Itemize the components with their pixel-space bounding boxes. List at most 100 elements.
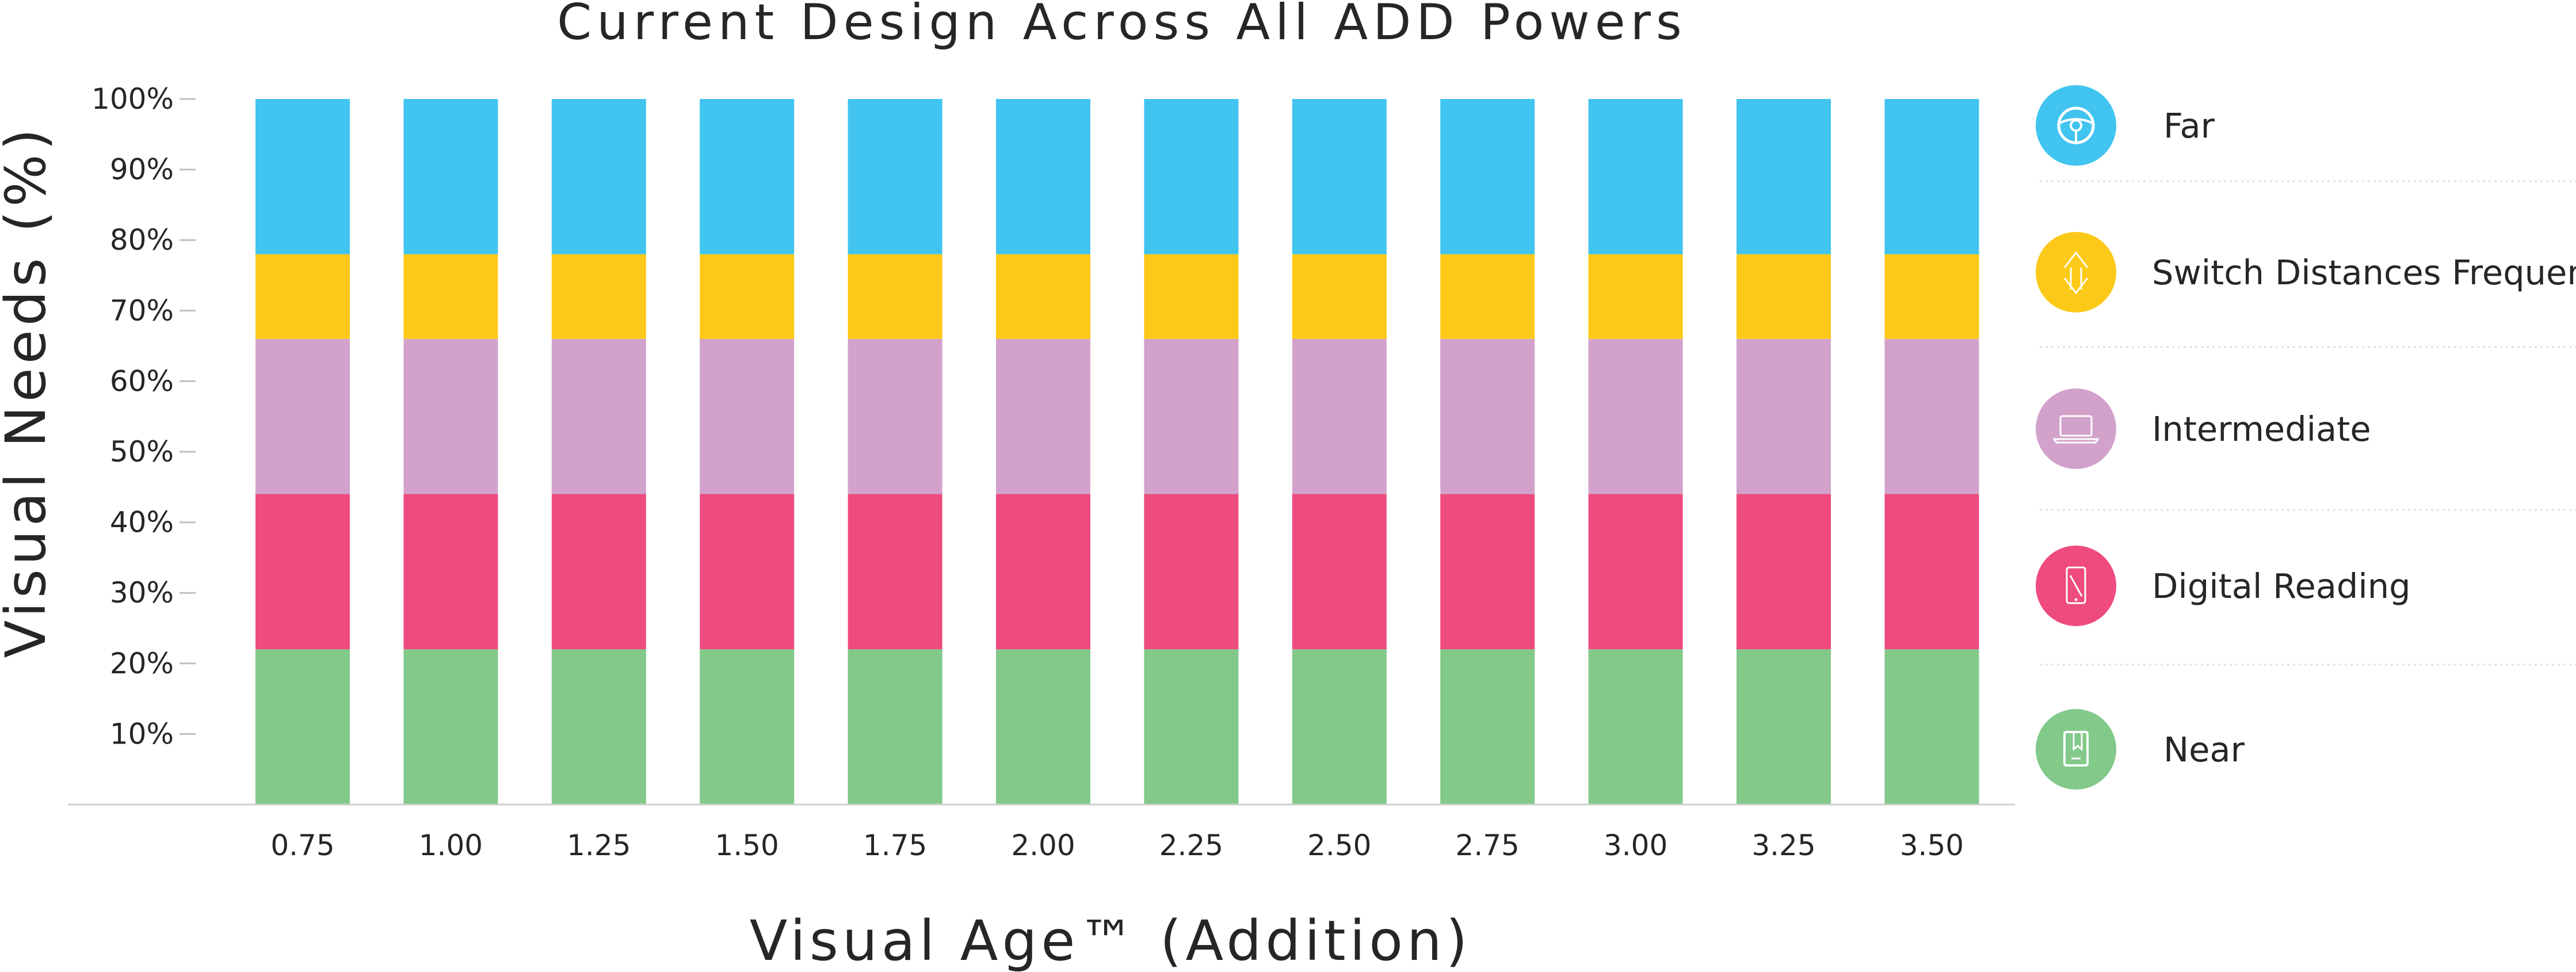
y-tick-label: 50% [110, 435, 174, 468]
bar-segment-far [551, 99, 646, 254]
bar-segment-intermediate [1884, 338, 1979, 494]
bar-segment-digital-reading [1292, 494, 1387, 650]
x-tick-label: 2.25 [1159, 829, 1223, 862]
x-tick-label: 1.50 [715, 829, 779, 862]
bar-segment-near [1588, 649, 1683, 805]
bar-segment-far [403, 99, 498, 254]
bar-segment-switch-distances-frequency [1884, 254, 1979, 339]
bar-segment-near [996, 649, 1090, 805]
bar-segment-far [1737, 99, 1831, 254]
x-axis-ticks: 0.75 1.00 1.25 1.50 1.75 2.00 2.25 2.50 2.75 3.00… [270, 829, 1964, 862]
y-axis-title: Visual Needs (%) [0, 125, 58, 658]
bar-segment-digital-reading [1144, 494, 1239, 650]
laptop-icon [2052, 415, 2100, 444]
y-tick-label: 10% [110, 717, 174, 750]
book-icon [2063, 731, 2089, 767]
y-tick-label: 90% [110, 153, 174, 186]
x-tick-label: 2.00 [1011, 829, 1075, 862]
legend-label: Switch Distances Frequency [2152, 253, 2576, 292]
x-tick-label: 1.25 [567, 829, 631, 862]
bar-segment-near [551, 649, 646, 805]
y-tick-label: 60% [110, 364, 174, 398]
x-tick-label: 3.25 [1751, 829, 1815, 862]
legend-label: Far [2163, 106, 2215, 146]
bar-segment-digital-reading [551, 494, 646, 650]
legend-item: Switch Distances Frequency [2036, 232, 2576, 312]
legend-item: Far [2036, 85, 2215, 166]
legend-swatch [2036, 85, 2116, 166]
x-tick-label: 3.00 [1604, 829, 1667, 862]
bar-segment-switch-distances-frequency [551, 254, 646, 339]
switch-arrows-icon [2063, 251, 2089, 295]
chart-title: Current Design Across All ADD Powers [557, 0, 1687, 51]
y-tick-label: 20% [110, 647, 174, 680]
legend-label: Near [2163, 730, 2245, 769]
bar-segment-digital-reading [700, 494, 795, 650]
bar-segment-digital-reading [1440, 494, 1535, 650]
bar-segment-intermediate [1144, 338, 1239, 494]
bar-segment-digital-reading [403, 494, 498, 650]
bar-segment-near [700, 649, 795, 805]
bar-segment-digital-reading [1884, 494, 1979, 650]
bar-segment-far [996, 99, 1090, 254]
bar-segment-digital-reading [996, 494, 1090, 650]
bar-segment-near [1884, 649, 1979, 805]
x-tick-label: 3.50 [1900, 829, 1964, 862]
bar-segment-intermediate [1440, 338, 1535, 494]
bar-segment-digital-reading [848, 494, 942, 650]
legend-item: Near [2036, 709, 2245, 790]
legend-item: Intermediate [2036, 388, 2371, 469]
legend-label: Digital Reading [2152, 566, 2411, 606]
bar-segment-intermediate [700, 338, 795, 494]
y-axis-ticks: 10% 20% 30% 40% 50% 60% 70% 80% 90% 100% [91, 82, 196, 750]
bar-segment-intermediate [1292, 338, 1387, 494]
bar-segment-near [255, 649, 350, 805]
bar-segment-far [1588, 99, 1683, 254]
bar-segment-switch-distances-frequency [403, 254, 498, 339]
y-tick-label: 40% [110, 506, 174, 539]
legend-label: Intermediate [2152, 409, 2371, 449]
bar-segment-digital-reading [255, 494, 350, 650]
x-tick-label: 1.00 [419, 829, 483, 862]
bar-segment-near [1292, 649, 1387, 805]
bar-segment-near [403, 649, 498, 805]
bar-segment-near [1737, 649, 1831, 805]
smartphone-icon [2066, 566, 2086, 604]
x-tick-label: 1.75 [863, 829, 927, 862]
x-tick-label: 2.50 [1307, 829, 1371, 862]
steering-wheel-icon [2057, 106, 2095, 144]
bars [255, 99, 1979, 805]
bar-segment-intermediate [1588, 338, 1683, 494]
y-tick-label: 70% [110, 294, 174, 327]
y-tick-label: 30% [110, 576, 174, 609]
bar-segment-intermediate [551, 338, 646, 494]
bar-segment-switch-distances-frequency [996, 254, 1090, 339]
legend-swatch [2036, 388, 2116, 469]
y-tick-label: 100% [91, 82, 174, 116]
bar-segment-near [848, 649, 942, 805]
bar-segment-far [255, 99, 350, 254]
bar-segment-switch-distances-frequency [1292, 254, 1387, 339]
x-tick-label: 2.75 [1456, 829, 1520, 862]
bar-segment-switch-distances-frequency [1737, 254, 1831, 339]
bar-segment-digital-reading [1588, 494, 1683, 650]
bar-segment-switch-distances-frequency [848, 254, 942, 339]
bar-segment-digital-reading [1737, 494, 1831, 650]
bar-segment-far [848, 99, 942, 254]
bar-segment-switch-distances-frequency [1588, 254, 1683, 339]
bar-segment-intermediate [403, 338, 498, 494]
bar-segment-switch-distances-frequency [700, 254, 795, 339]
bar-segment-far [1440, 99, 1535, 254]
bar-segment-intermediate [255, 338, 350, 494]
bar-segment-far [1884, 99, 1979, 254]
bar-segment-intermediate [996, 338, 1090, 494]
legend: Far Switch Distances Frequency Intermediat… [2036, 85, 2576, 790]
bar-segment-intermediate [1737, 338, 1831, 494]
legend-item: Digital Reading [2036, 546, 2411, 626]
bar-segment-far [1292, 99, 1387, 254]
legend-swatch [2036, 232, 2116, 312]
bar-segment-switch-distances-frequency [255, 254, 350, 339]
bar-segment-switch-distances-frequency [1144, 254, 1239, 339]
x-tick-label: 0.75 [270, 829, 334, 862]
